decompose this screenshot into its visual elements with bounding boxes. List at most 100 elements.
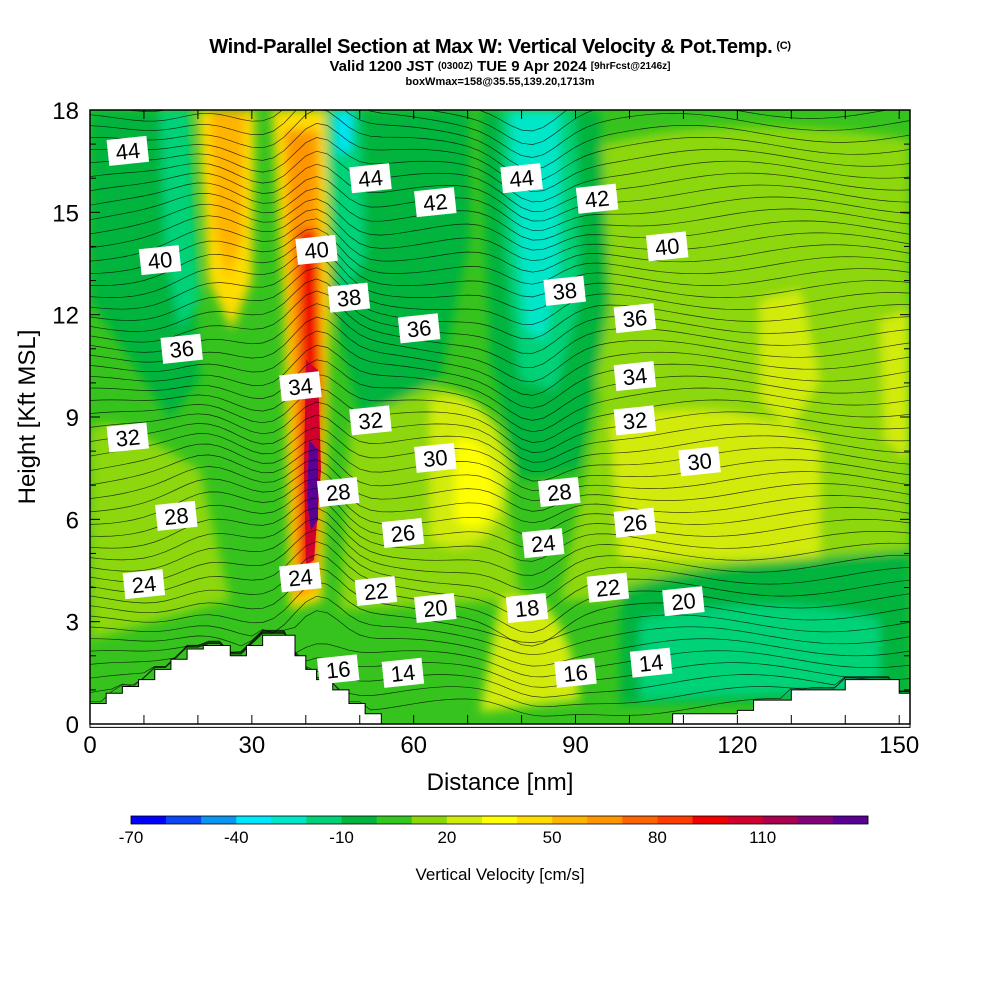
y-tick-label: 9	[66, 405, 79, 432]
contour-label-text: 40	[303, 237, 330, 264]
colorbar-tick-label: 50	[543, 828, 562, 847]
contour-label: 44	[106, 135, 150, 166]
contour-label: 40	[295, 234, 338, 265]
isentrope-line	[90, 316, 910, 396]
contour-label: 24	[279, 562, 322, 593]
contour-label-text: 24	[287, 564, 314, 591]
contour-label: 42	[414, 187, 457, 218]
isentrope-line	[90, 595, 910, 656]
contour-label-text: 20	[422, 595, 449, 622]
colorbar-tick-label: -10	[329, 828, 354, 847]
contour-label-text: 26	[621, 509, 648, 536]
colorbar-swatch	[762, 816, 799, 824]
x-tick-label: 150	[879, 732, 919, 759]
colorbar-swatch	[166, 816, 202, 824]
zone-yellow-green-right2	[760, 290, 820, 430]
isentrope-line	[90, 163, 910, 222]
contour-label-text: 38	[551, 278, 578, 305]
valid-prefix: Valid 1200 JST	[329, 58, 434, 75]
contour-label: 22	[586, 572, 630, 603]
contour-label-text: 32	[357, 407, 384, 434]
colorbar-swatch	[622, 816, 658, 824]
colorbar-tick-label: 80	[648, 828, 667, 847]
colorbar-frame	[130, 815, 869, 825]
y-tick-label: 18	[52, 98, 79, 125]
isentrope-line	[90, 303, 910, 383]
colorbar-label: Vertical Velocity [cm/s]	[415, 865, 584, 884]
isentrope-line	[90, 256, 910, 325]
contour-label: 20	[414, 592, 457, 624]
isentrope-line	[477, 110, 568, 132]
contour-label-text: 32	[621, 407, 648, 434]
contour-label: 40	[645, 231, 689, 262]
valid-utc: (0300Z)	[437, 61, 473, 72]
colorbar	[130, 815, 869, 825]
isentrope-line	[90, 387, 910, 453]
contour-label: 32	[613, 405, 657, 436]
isentrope-line	[90, 208, 910, 262]
colorbar-swatch	[797, 816, 834, 824]
colorbar-tick-label: -70	[119, 828, 144, 847]
contour-label: 28	[538, 476, 581, 508]
contour-label-text: 26	[389, 520, 416, 547]
isentrope-line	[90, 541, 910, 619]
isentrope-line	[90, 554, 910, 633]
isentrope-line	[90, 359, 910, 433]
isentrope-line	[90, 459, 910, 512]
y-tick-label: 12	[52, 303, 79, 330]
contour-label-text: 30	[422, 445, 449, 472]
contour-label: 40	[138, 245, 182, 276]
contour-label-text: 14	[389, 660, 416, 687]
contour-label: 32	[106, 422, 150, 453]
contour-label: 36	[613, 303, 657, 334]
isentrope-line	[90, 567, 910, 647]
zone-yellow-mid	[455, 438, 495, 529]
contour-label-text: 42	[584, 185, 611, 212]
chart-subtitle: Valid 1200 JST (0300Z) TUE 9 Apr 2024 [9…	[0, 59, 1000, 75]
isentrope-line	[90, 110, 910, 182]
isentrope-line	[90, 198, 910, 251]
colorbar-swatch	[657, 816, 693, 824]
zone-yellow-green-edge	[880, 310, 910, 460]
contour-label: 26	[613, 507, 657, 538]
contour-label: 28	[155, 500, 198, 531]
contour-label-text: 44	[114, 138, 141, 165]
isentrope-line	[90, 110, 910, 158]
contour-label-text: 38	[335, 284, 362, 311]
contour-label: 14	[629, 647, 673, 678]
zone-cyan-core	[335, 110, 352, 155]
isentrope-line	[90, 187, 910, 241]
zone-teal-lower	[640, 605, 880, 700]
contour-label: 24	[122, 569, 166, 600]
contour-label: 34	[279, 371, 322, 402]
isentrope-line	[90, 373, 910, 443]
colorbar-tick-labels: -70 -40 -10 20 50 80 110	[119, 828, 777, 847]
contour-label-text: 18	[514, 595, 541, 622]
contour-label-text: 24	[130, 571, 157, 598]
contour-label: 18	[505, 592, 549, 624]
contour-label: 44	[500, 163, 543, 194]
contour-label-text: 34	[621, 363, 648, 390]
contour-label: 34	[613, 361, 657, 392]
contour-label: 30	[414, 442, 457, 473]
contour-label: 36	[397, 313, 441, 344]
colorbar-tick-label: -40	[224, 828, 249, 847]
contour-label-text: 30	[686, 448, 713, 475]
copyright-mark: (C)	[776, 40, 791, 52]
contour-label-text: 28	[163, 503, 190, 530]
contour-label-text: 22	[362, 578, 389, 605]
colorbar-swatch	[552, 816, 588, 824]
isentrope-line	[90, 478, 910, 536]
isentrope-line	[90, 610, 910, 667]
colorbar-swatch	[692, 816, 728, 824]
colorbar-swatch	[587, 816, 623, 824]
y-tick-label: 15	[52, 200, 79, 227]
isentrope-line	[90, 497, 910, 562]
contour-label-text: 36	[168, 336, 195, 363]
contour-label: 26	[381, 517, 425, 549]
isentrope-line	[90, 330, 910, 409]
isentrope-line	[90, 176, 910, 231]
isentrope-line	[90, 449, 910, 502]
contour-label: 16	[554, 657, 597, 688]
